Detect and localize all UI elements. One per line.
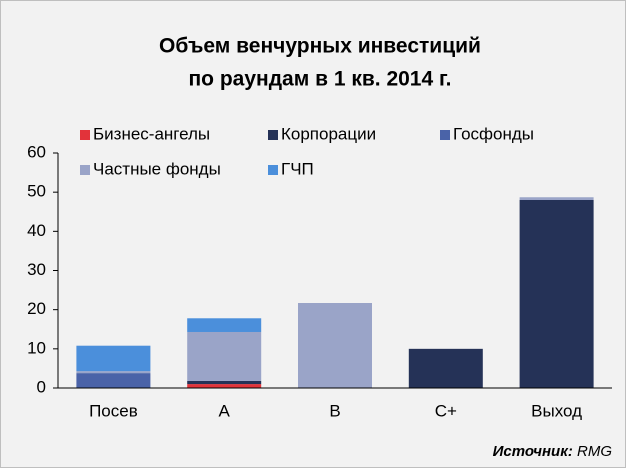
legend-swatch [440,130,450,140]
legend-swatch [80,165,90,175]
y-tick-label: 10 [27,338,46,357]
bar-segment [519,200,594,388]
source-label: Источник: [493,443,573,460]
legend-label: Бизнес-ангелы [93,124,210,143]
bar-segment [76,371,151,374]
y-tick-label: 40 [27,221,46,240]
bar-segment [187,384,262,388]
chart-title: по раундам в 1 кв. 2014 г. [189,68,452,91]
bar-segment [408,348,483,388]
bar-segment [187,380,262,385]
bar-segment [76,345,151,372]
y-tick-label: 50 [27,182,46,201]
source-value: RMG [577,443,612,460]
bar-segment [298,303,372,388]
source: Источник: RMG [493,443,613,460]
x-tick-label: Посев [89,401,138,420]
chart-title: Объем венчурных инвестиций [159,35,481,58]
y-tick-label: 60 [27,142,46,161]
legend-label: ГЧП [281,159,314,178]
x-tick-label: A [219,401,231,420]
bar-segment [187,331,262,381]
legend-label: Частные фонды [93,159,221,178]
x-tick-label: Выход [531,401,582,420]
legend-label: Корпорации [281,124,376,143]
legend-swatch [268,130,278,140]
x-tick-label: C+ [435,401,457,420]
y-tick-label: 30 [27,260,46,279]
legend-swatch [268,165,278,175]
bar-segment [519,197,594,200]
y-tick-label: 20 [27,299,46,318]
x-tick-label: B [329,401,340,420]
y-tick-label: 0 [37,377,46,396]
legend-label: Госфонды [453,124,534,143]
bar-segment [76,373,151,388]
legend-swatch [80,130,90,140]
bar-segment [187,318,262,332]
